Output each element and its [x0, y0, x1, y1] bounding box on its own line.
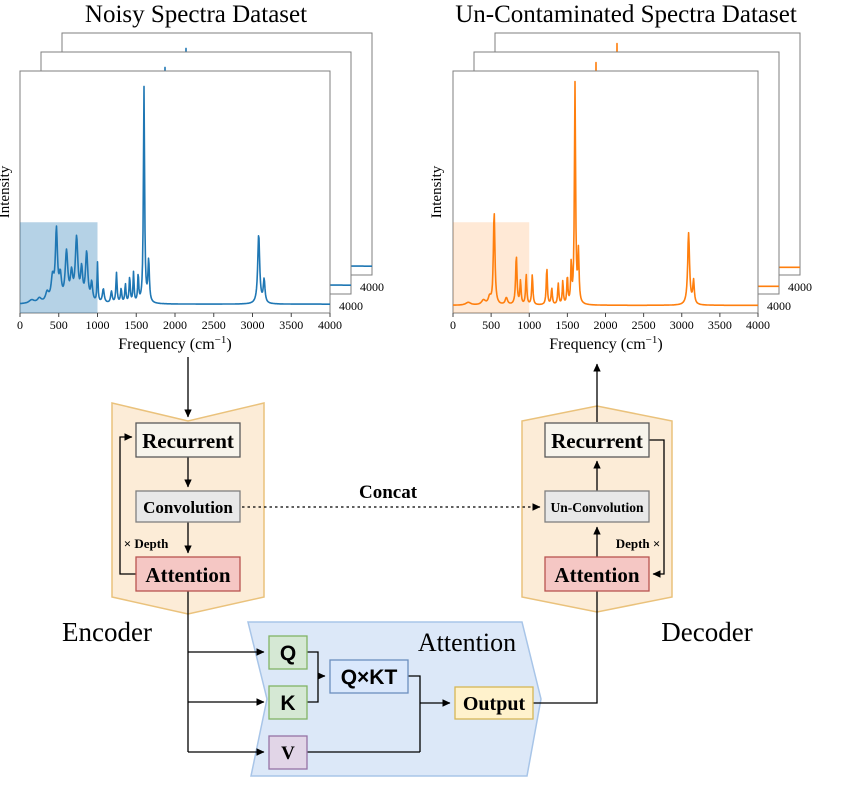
- output-to-decoder-line: [533, 591, 598, 704]
- decoder-depth-label: Depth ×: [616, 536, 661, 551]
- encoder-convolution-box: [135, 490, 241, 523]
- attention-block-label: Attention: [418, 628, 516, 657]
- left-x-tick-label: 4000: [318, 318, 342, 332]
- encoder-attention-label: Attention: [145, 563, 230, 587]
- right-plot-y-axis-label: Intensity: [429, 165, 445, 218]
- qkt-output-line: [408, 675, 421, 752]
- output-box: [454, 686, 534, 720]
- right-spectrum-line-0: [452, 80, 759, 307]
- left-x-tick-label: 3500: [279, 318, 303, 332]
- right-plot-frame-0: [452, 70, 759, 314]
- right-stacked-frame-tick-label: 4000: [767, 299, 791, 313]
- left-plot-title: Noisy Spectra Dataset: [85, 1, 307, 28]
- encoder-recurrent-label: Recurrent: [142, 429, 234, 453]
- left-spectrum-line-0: [19, 85, 331, 305]
- x-axis-label-exponent: −1: [215, 334, 227, 346]
- flow-arrows: [119, 357, 665, 756]
- right-x-tick-label: 500: [482, 318, 500, 332]
- k-box: [268, 685, 308, 720]
- encoder-depth-loop: [119, 433, 136, 575]
- decoder-attention-box: [544, 556, 650, 592]
- right-plot-title: Un-Contaminated Spectra Dataset: [455, 1, 797, 28]
- qkt-label: Q×KT: [341, 666, 398, 689]
- decoder-depth-loop: [649, 439, 665, 578]
- output-label: Output: [463, 693, 526, 715]
- decoder-attention-label: Attention: [554, 563, 639, 587]
- v-box: [268, 735, 308, 770]
- right-highlight-region: [453, 222, 530, 313]
- decoder-unconvolution-box: [544, 490, 650, 523]
- left-x-tick-label: 3000: [241, 318, 265, 332]
- decoder-recurrent-box: [544, 422, 650, 458]
- right-x-tick-label: 0: [450, 318, 456, 332]
- right-x-tick-label: 4000: [746, 318, 770, 332]
- right-x-tick-label: 1000: [517, 318, 541, 332]
- left-plot-y-axis-label: Intensity: [0, 165, 13, 218]
- right-x-tick-label: 3000: [670, 318, 694, 332]
- x-axis-label-close: ): [657, 336, 662, 353]
- left-x-tick-label: 500: [50, 318, 68, 332]
- decoder-section-label: Decoder: [661, 617, 752, 647]
- decoder-unconvolution-label: Un-Convolution: [550, 500, 644, 515]
- left-x-tick-label: 1500: [124, 318, 148, 332]
- encoder-depth-label: × Depth: [124, 536, 169, 551]
- decoder-recurrent-label: Recurrent: [551, 429, 643, 453]
- x-axis-label-exponent: −1: [646, 334, 658, 346]
- q-output-line: [307, 651, 319, 676]
- right-plot-x-axis-label: Frequency (cm−1): [549, 334, 662, 353]
- k-label: K: [280, 692, 295, 715]
- encoder-section-label: Encoder: [62, 617, 152, 647]
- attention-detail-block: Attention Q K V Q×KT Output: [268, 628, 534, 770]
- left-stacked-frame-tick-label: 4000: [360, 280, 384, 294]
- v-label: V: [281, 743, 295, 764]
- left-plot-x-axis-label: Frequency (cm−1): [118, 334, 231, 353]
- left-x-tick-label: 2000: [163, 318, 187, 332]
- x-axis-label-text: Frequency (cm: [118, 336, 215, 353]
- decoder-block: Recurrent Un-Convolution Attention Depth…: [544, 422, 753, 647]
- x-axis-label-text: Frequency (cm: [549, 336, 646, 353]
- encoder-block: Recurrent Convolution Attention × Depth …: [62, 422, 241, 647]
- right-x-tick-label: 1500: [555, 318, 579, 332]
- k-output-line: [307, 676, 319, 703]
- right-stacked-frame-tick-label: 4000: [788, 280, 812, 294]
- right-plot-frames: 4000 4000 0 500 1000 1500 2000 2500 3000 3500 4000: [450, 32, 812, 332]
- left-x-tick-label: 2500: [202, 318, 226, 332]
- concat-label: Concat: [359, 482, 418, 503]
- attention-banner: [247, 621, 542, 777]
- encoder-recurrent-box: [135, 422, 241, 458]
- x-axis-label-close: ): [226, 336, 231, 353]
- left-x-tick-label: 1000: [86, 318, 110, 332]
- left-stacked-frame-tick-label: 4000: [339, 299, 363, 313]
- qkt-box: [329, 659, 409, 694]
- q-label: Q: [280, 642, 296, 665]
- left-x-tick-label: 0: [17, 318, 23, 332]
- encoder-convolution-label: Convolution: [143, 498, 233, 517]
- right-x-tick-label: 3500: [708, 318, 732, 332]
- right-x-tick-label: 2500: [632, 318, 656, 332]
- left-plot-frames: 4000 4000 0 500 1000 1500 2000 2500 3000 3500 4000: [17, 32, 384, 332]
- right-x-tick-label: 2000: [594, 318, 618, 332]
- encoder-attention-box: [135, 556, 241, 592]
- q-box: [268, 635, 308, 670]
